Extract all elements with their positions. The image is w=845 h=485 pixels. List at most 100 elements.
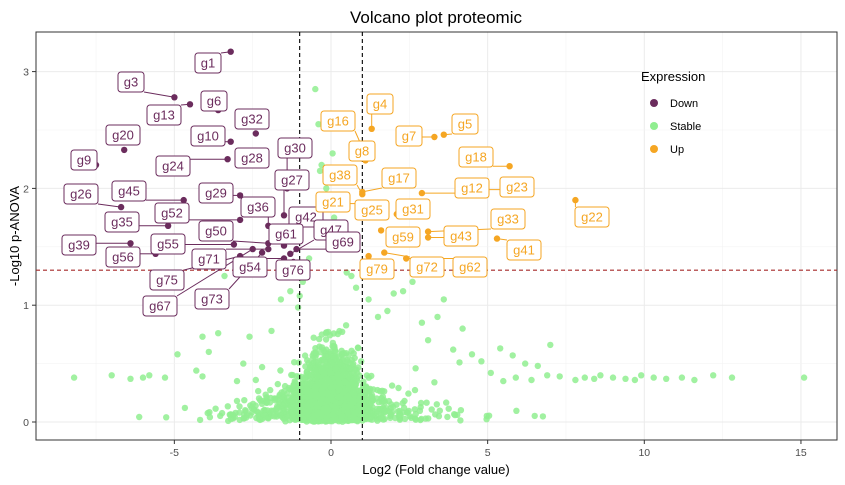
label-box-g26 bbox=[63, 183, 99, 205]
gene-label-g76: g76 bbox=[282, 263, 304, 278]
stable-point bbox=[318, 344, 326, 351]
stable-point bbox=[317, 399, 324, 406]
label-box-g27 bbox=[274, 169, 310, 191]
stable-point bbox=[199, 333, 206, 340]
stable-point bbox=[342, 322, 350, 329]
gene-label-g8: g8 bbox=[355, 144, 369, 159]
stable-point bbox=[340, 371, 348, 379]
stable-point bbox=[343, 350, 350, 357]
x-tick-label: 10 bbox=[638, 447, 650, 459]
label-box-g3 bbox=[117, 71, 145, 93]
stable-point bbox=[215, 330, 222, 337]
stable-point bbox=[290, 382, 298, 389]
gene-label-g59: g59 bbox=[392, 230, 414, 245]
stable-point bbox=[622, 375, 629, 382]
stable-point bbox=[358, 387, 365, 394]
stable-point bbox=[348, 272, 355, 280]
stable-point bbox=[326, 332, 334, 339]
stable-point bbox=[306, 379, 314, 387]
stable-point bbox=[312, 85, 319, 93]
legend-title: Expression bbox=[641, 69, 705, 84]
stable-point bbox=[351, 354, 358, 362]
stable-point bbox=[450, 346, 457, 353]
stable-point bbox=[381, 397, 388, 404]
stable-point bbox=[206, 409, 213, 416]
stable-point bbox=[212, 405, 219, 412]
stable-point bbox=[315, 381, 322, 388]
stable-point bbox=[352, 409, 359, 416]
stable-point bbox=[330, 343, 337, 350]
label-box-g73 bbox=[194, 288, 230, 310]
stable-point bbox=[227, 415, 235, 423]
point-g33 bbox=[424, 228, 432, 235]
gene-label-g18: g18 bbox=[465, 150, 487, 165]
stable-point bbox=[242, 408, 249, 415]
stable-point bbox=[374, 313, 382, 321]
stable-point bbox=[440, 296, 447, 303]
stable-point bbox=[401, 415, 409, 423]
stable-point bbox=[193, 367, 200, 374]
gene-label-g55: g55 bbox=[157, 237, 179, 252]
stable-point bbox=[456, 359, 463, 366]
stable-point bbox=[255, 387, 262, 395]
label-box-g21 bbox=[315, 191, 351, 213]
stable-points bbox=[70, 85, 808, 425]
stable-point bbox=[341, 378, 348, 386]
gene-label-g43: g43 bbox=[450, 229, 472, 244]
gene-label-g13: g13 bbox=[153, 108, 175, 123]
stable-point bbox=[246, 333, 253, 340]
stable-point bbox=[323, 408, 330, 416]
gene-label-g72: g72 bbox=[416, 260, 438, 275]
label-box-g33 bbox=[490, 208, 526, 230]
gene-label-g69: g69 bbox=[332, 235, 354, 250]
stable-point bbox=[281, 382, 289, 390]
stable-point bbox=[395, 412, 403, 420]
stable-point bbox=[444, 413, 451, 421]
stable-point bbox=[332, 365, 339, 373]
x-tick-label: 15 bbox=[795, 447, 807, 459]
label-box-g24 bbox=[155, 155, 191, 177]
stable-point bbox=[327, 348, 334, 356]
stable-point bbox=[291, 359, 298, 366]
legend: Expression Down Stable Up bbox=[641, 69, 705, 156]
gene-label-g3: g3 bbox=[124, 75, 138, 90]
connector-g3 bbox=[143, 91, 175, 98]
legend-label-stable: Stable bbox=[670, 121, 701, 133]
label-box-g20 bbox=[105, 124, 141, 146]
stable-point bbox=[663, 375, 670, 382]
stable-point bbox=[199, 373, 206, 380]
stable-point bbox=[252, 402, 259, 409]
gene-label-g21: g21 bbox=[322, 195, 344, 210]
stable-point bbox=[404, 409, 411, 416]
gene-label-g50: g50 bbox=[205, 224, 227, 239]
stable-point bbox=[409, 278, 416, 285]
stable-point bbox=[136, 413, 143, 421]
stable-point bbox=[381, 407, 389, 415]
stable-point bbox=[534, 362, 541, 370]
label-box-g9 bbox=[70, 149, 98, 171]
stable-point bbox=[350, 397, 357, 404]
stable-point bbox=[322, 336, 330, 343]
stable-point bbox=[127, 375, 134, 382]
label-box-g32 bbox=[234, 108, 270, 130]
gene-label-g5: g5 bbox=[458, 117, 472, 132]
stable-point bbox=[411, 386, 419, 394]
label-box-g45 bbox=[111, 180, 147, 202]
stable-point bbox=[728, 374, 736, 381]
stable-point bbox=[374, 386, 381, 394]
stable-point bbox=[352, 284, 360, 291]
gene-label-g20: g20 bbox=[112, 128, 134, 143]
point-g20 bbox=[121, 146, 128, 154]
stable-point bbox=[544, 372, 551, 379]
gene-label-g73: g73 bbox=[201, 292, 223, 307]
stable-point bbox=[323, 381, 330, 388]
gene-label-g26: g26 bbox=[70, 187, 92, 202]
gene-label-g79: g79 bbox=[366, 262, 388, 277]
stable-point bbox=[691, 376, 698, 384]
label-box-g17 bbox=[381, 167, 417, 189]
label-box-g8 bbox=[348, 140, 376, 162]
gene-label-g45: g45 bbox=[118, 184, 140, 199]
stable-point bbox=[710, 372, 717, 379]
stable-point bbox=[322, 353, 329, 360]
